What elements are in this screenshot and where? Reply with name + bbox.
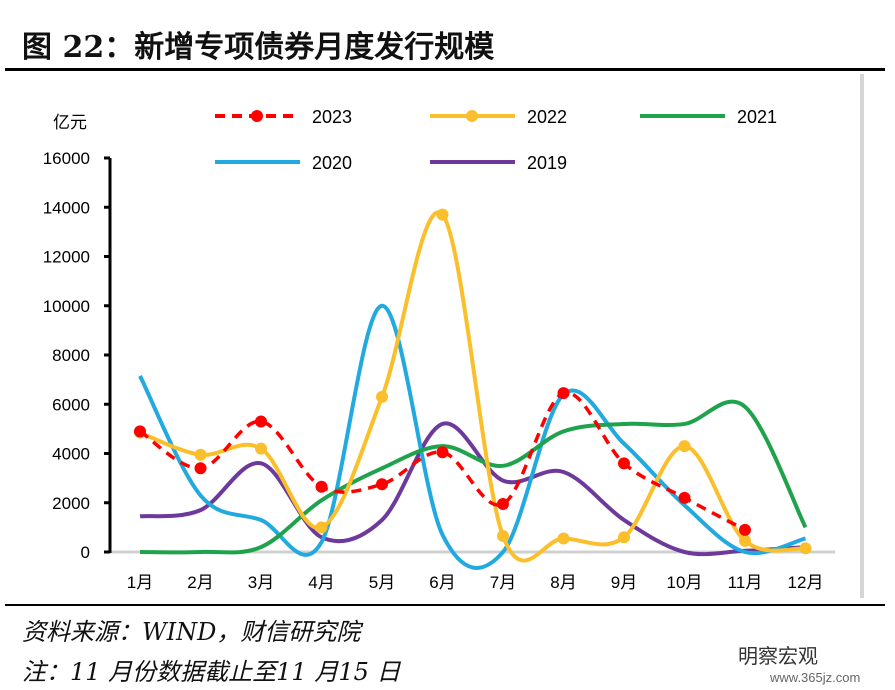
x-tick-label: 2月: [187, 573, 213, 592]
data-point-2023: [376, 478, 388, 491]
legend-marker-2023: [251, 110, 263, 122]
y-tick-label: 12000: [43, 248, 90, 267]
figure-title: 图 22：新增专项债券月度发行规模: [22, 30, 495, 65]
x-tick-label: 3月: [248, 573, 274, 592]
y-tick-label: 10000: [43, 297, 90, 316]
series-line-2023: [139, 391, 746, 532]
data-point-2023: [678, 491, 691, 504]
data-point-2023: [557, 387, 570, 400]
source-note: 资料来源：WIND，财信研究院: [22, 618, 361, 646]
data-point-2023: [194, 462, 207, 475]
x-tick-label: 6月: [429, 573, 455, 592]
watermark-site: www.365jz.com: [770, 670, 861, 685]
data-point-2022: [255, 442, 267, 455]
bottom-rule: [5, 604, 885, 606]
footnote: 注：11 月份数据截止至11 月15 日: [22, 658, 401, 686]
x-tick-label: 12月: [788, 573, 824, 592]
y-tick-label: 6000: [52, 395, 90, 414]
x-tick-label: 8月: [550, 573, 576, 592]
top-rule: [5, 68, 885, 71]
data-point-2022: [799, 542, 812, 555]
data-point-2023: [134, 425, 146, 438]
data-point-2022: [436, 208, 449, 221]
data-point-2022: [618, 531, 630, 544]
legend-label-2021: 2021: [737, 107, 777, 127]
data-point-2023: [436, 446, 449, 459]
data-point-2023: [497, 497, 509, 510]
y-tick-label: 16000: [43, 149, 90, 168]
x-tick-label: 7月: [490, 573, 516, 592]
data-point-2022: [739, 534, 751, 547]
watermark-brand: 明察宏观: [738, 646, 818, 668]
x-tick-label: 9月: [611, 573, 637, 592]
data-point-2022: [678, 440, 691, 453]
y-tick-label: 8000: [52, 346, 90, 365]
chart-frame: [8, 74, 864, 598]
series-line-2019: [139, 421, 806, 557]
x-tick-label: 1月: [127, 573, 153, 592]
data-point-2022: [376, 390, 388, 403]
legend-label-2020: 2020: [312, 153, 352, 173]
y-tick-label: 14000: [43, 198, 90, 217]
x-tick-label: 11月: [728, 573, 763, 592]
data-point-2023: [255, 415, 267, 428]
data-point-2023: [618, 457, 630, 470]
legend-label-2019: 2019: [527, 153, 567, 173]
line-chart: 亿元 0 2000 4000 6000 8000 10000 12000 14000 16000 1…: [43, 107, 835, 592]
data-point-2022: [557, 532, 570, 545]
data-point-2022: [497, 529, 509, 542]
y-tick-label: 0: [81, 543, 90, 562]
x-tick-label: 10月: [667, 573, 703, 592]
legend-marker-2022: [466, 110, 478, 122]
series-line-2021: [139, 399, 808, 555]
y-tick-label: 2000: [52, 494, 90, 513]
series-line-2020: [138, 303, 807, 570]
y-axis-label: 亿元: [53, 113, 87, 132]
data-point-2022: [315, 521, 328, 534]
x-tick-label: 5月: [369, 573, 395, 592]
data-point-2023: [315, 480, 328, 493]
data-point-2022: [194, 448, 207, 461]
data-point-2023: [739, 523, 751, 536]
legend-label-2022: 2022: [527, 107, 567, 127]
legend-label-2023: 2023: [312, 107, 352, 127]
y-tick-label: 4000: [52, 445, 90, 464]
x-tick-label: 4月: [308, 573, 334, 592]
